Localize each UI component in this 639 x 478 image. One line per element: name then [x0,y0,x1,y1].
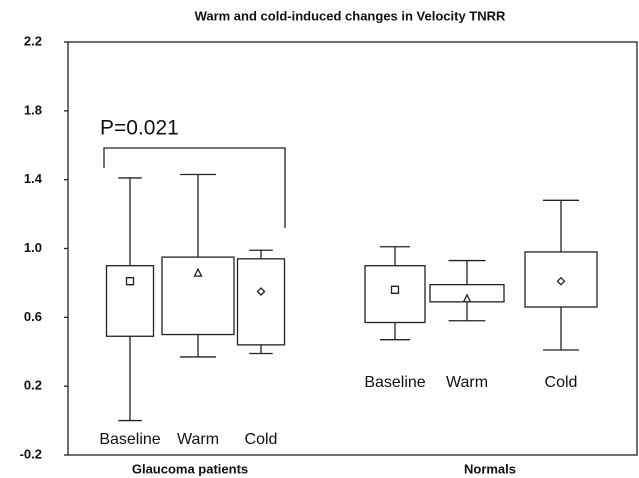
category-label: Warm [177,431,219,448]
group-label: Glaucoma patients [132,461,248,476]
y-tick-label: 1.8 [24,102,42,117]
y-tick-label: -0.2 [20,446,42,461]
mean-marker [193,267,203,277]
annotation: P=0.021 [100,117,179,140]
category-label: Baseline [99,431,160,448]
y-tick-label: 1.0 [24,240,42,255]
box [429,283,505,303]
y-tick-label: 2.2 [24,33,42,48]
chart-title: Warm and cold-induced changes in Velocit… [195,8,506,23]
category-label: Baseline [364,374,425,391]
mean-marker [556,276,566,286]
box [161,256,235,336]
group-label: Normals [464,461,516,476]
y-tick-label: 0.6 [24,309,42,324]
mean-marker [390,285,400,294]
plot-frame [67,41,638,456]
box [236,258,286,346]
category-label: Cold [545,374,578,391]
box [364,265,426,324]
significance-bracket [103,147,286,228]
y-tick-label: 1.4 [24,171,43,186]
box [105,265,155,337]
mean-marker [462,293,472,303]
mean-marker [125,277,135,286]
category-label: Warm [446,374,488,391]
box [524,251,598,308]
category-label: Cold [245,431,278,448]
mean-marker [256,287,266,296]
y-tick-label: 0.2 [24,378,42,393]
